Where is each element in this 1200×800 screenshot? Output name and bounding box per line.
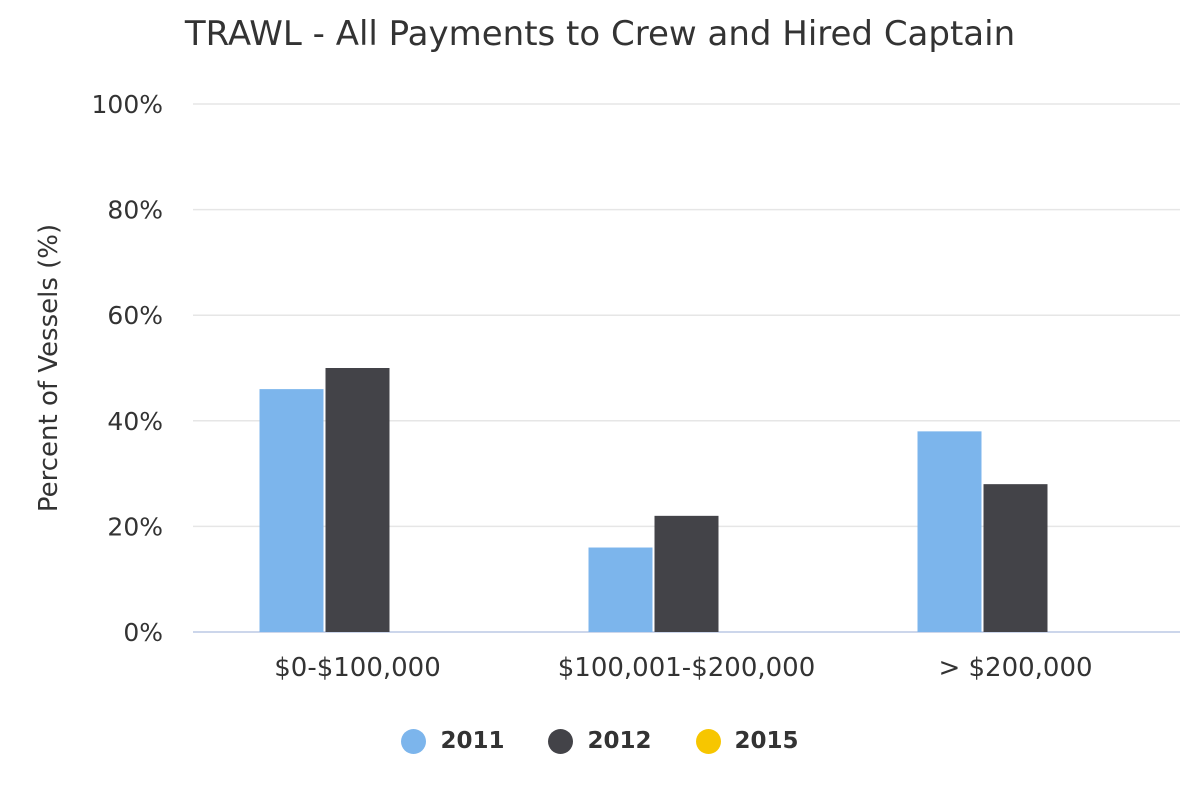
x-tick-label: $100,001-$200,000: [558, 653, 816, 683]
bar-2011-1[interactable]: [588, 547, 653, 632]
legend-label: 2015: [734, 728, 799, 754]
y-tick-label: 0%: [123, 618, 163, 647]
x-axis-ticks: $0-$100,000 $100,001-$200,000 > $200,000: [274, 653, 1092, 683]
legend-marker: [548, 728, 574, 754]
legend-marker: [695, 728, 721, 754]
bar-2012-0[interactable]: [325, 368, 390, 632]
bar-2012-2[interactable]: [983, 484, 1048, 632]
y-tick-label: 80%: [107, 196, 163, 225]
bar-2011-2[interactable]: [917, 431, 982, 632]
y-tick-label: 20%: [107, 512, 163, 541]
bars: [259, 368, 1048, 632]
y-tick-label: 60%: [107, 301, 163, 330]
legend-item-2011[interactable]: 2011: [401, 728, 504, 754]
y-axis-label: Percent of Vessels (%): [34, 224, 64, 512]
legend-label: 2012: [587, 728, 652, 754]
legend-marker: [401, 728, 427, 754]
y-axis-ticks: 0% 20% 40% 60% 80% 100%: [92, 90, 163, 647]
legend-item-2015[interactable]: 2015: [695, 728, 799, 754]
bar-2012-1[interactable]: [654, 515, 719, 632]
y-tick-label: 100%: [92, 90, 163, 119]
bar-2011-0[interactable]: [259, 389, 324, 632]
x-tick-label: $0-$100,000: [274, 653, 441, 683]
legend-item-2012[interactable]: 2012: [548, 728, 652, 754]
legend: 2011 2012 2015: [0, 728, 1200, 754]
x-tick-label: > $200,000: [938, 653, 1092, 683]
legend-label: 2011: [440, 728, 505, 754]
y-tick-label: 40%: [107, 407, 163, 436]
chart-title: TRAWL - All Payments to Crew and Hired C…: [184, 14, 1016, 54]
